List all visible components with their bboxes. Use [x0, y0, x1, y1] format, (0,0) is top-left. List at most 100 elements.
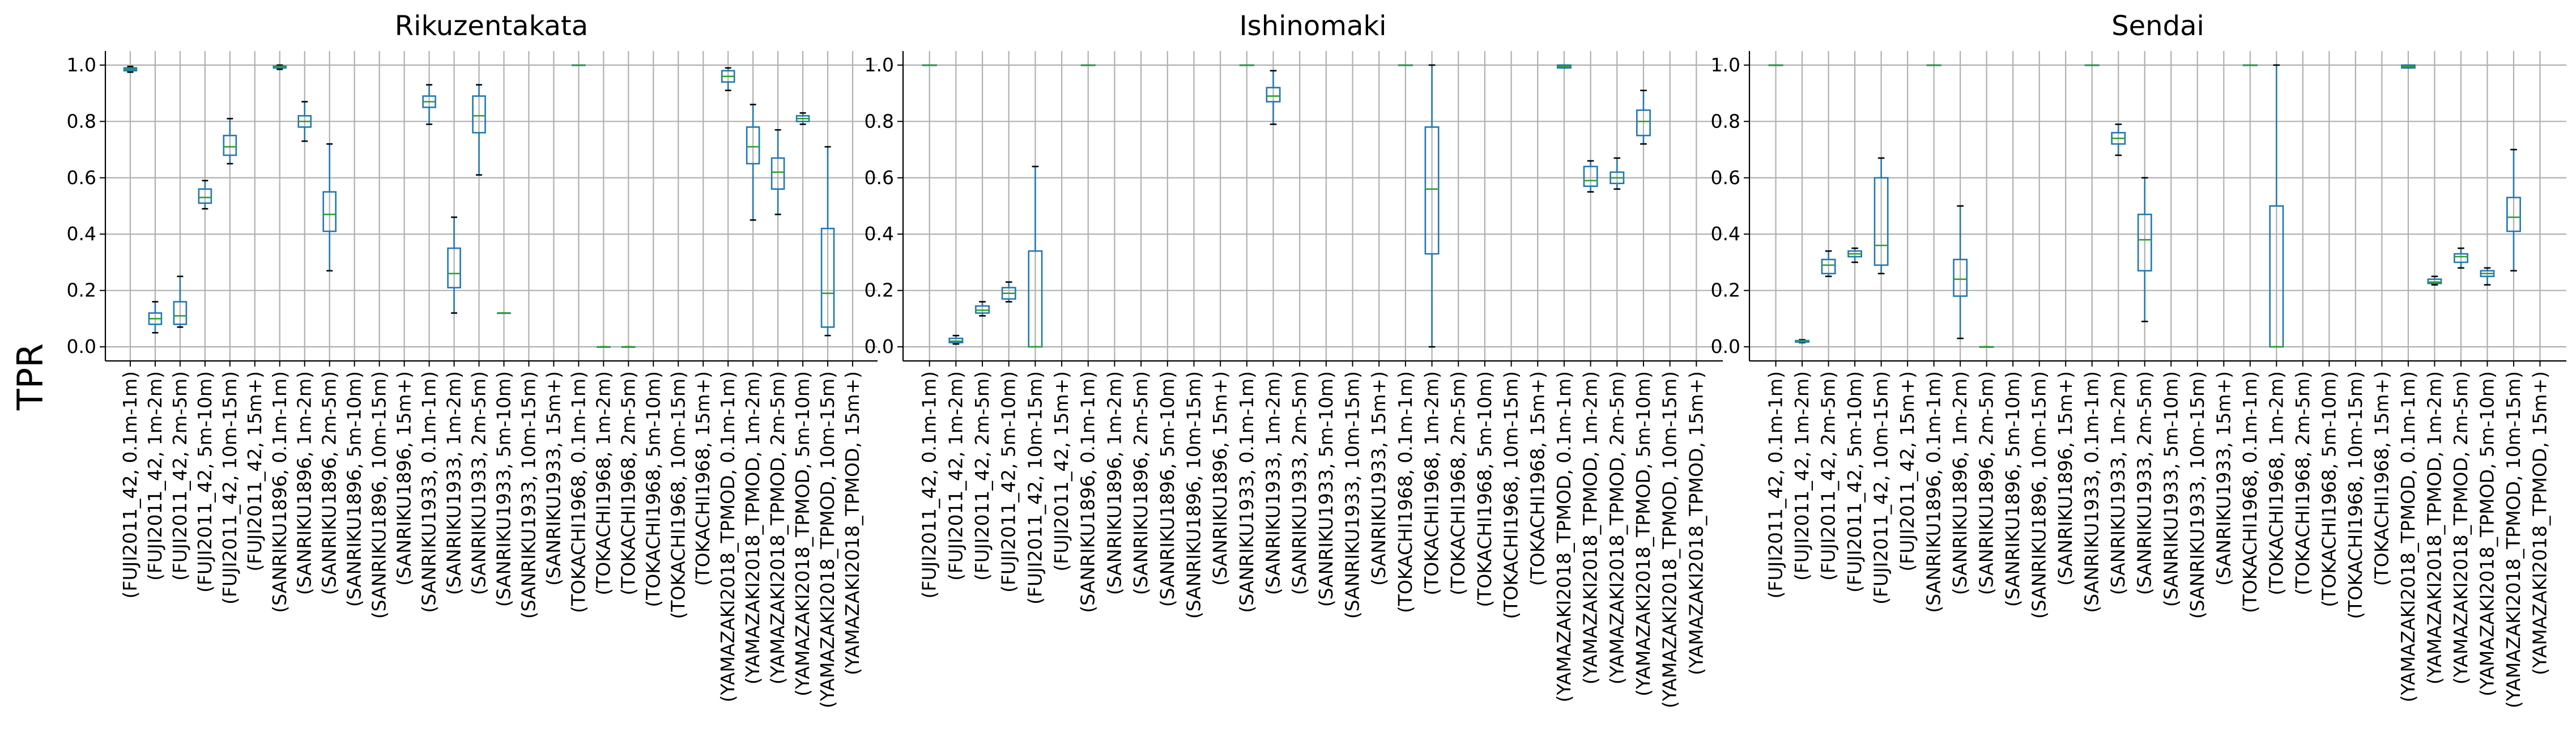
x-tick-label: (SANRIKU1933, 2m-5m) [468, 371, 490, 595]
x-tick-label: (YAMAZAKI2018_TPMOD, 15m+) [2528, 371, 2551, 675]
y-tick-label: 0.4 [1711, 223, 1740, 245]
x-tick-label: (YAMAZAKI2018_TPMOD, 15m+) [1685, 371, 1707, 675]
x-tick-label: (YAMAZAKI2018_TPMOD, 2m-5m) [1606, 371, 1628, 684]
box-plot [1926, 64, 1941, 66]
x-tick-label: (TOKACHI1968, 1m-2m) [1421, 371, 1443, 595]
x-tick-label: (SANRIKU1896, 5m-10m) [1156, 371, 1178, 607]
x-tick-label: (TOKACHI1968, 15m+) [1526, 371, 1548, 586]
x-tick-label: (TOKACHI1968, 2m-5m) [2292, 371, 2314, 595]
x-tick-label: (SANRIKU1933, 5m-10m) [2160, 371, 2182, 607]
iqr-box [2454, 253, 2468, 263]
iqr-box [322, 191, 337, 232]
box-plot [1239, 64, 1254, 66]
box-plot [1028, 165, 1043, 348]
x-tick-label: (SANRIKU1896, 15m+) [2054, 371, 2076, 586]
x-tick-label: (FUJI2011_42, 15m+) [244, 371, 266, 572]
x-tick-label: (SANRIKU1933, 0.1m-1m) [418, 371, 440, 613]
x-tick-label: (SANRIKU1896, 15m+) [1209, 371, 1231, 586]
box-plot [2427, 275, 2442, 286]
box-plot [975, 301, 990, 317]
box-plot [922, 64, 937, 66]
y-tick-label: 0.8 [67, 110, 96, 132]
y-tick-label: 0.8 [1711, 110, 1740, 132]
x-tick-label: (SANRIKU1896, 2m-5m) [318, 371, 340, 595]
box-plot [422, 84, 436, 125]
box-plot [1080, 64, 1096, 66]
box-plot [770, 129, 785, 215]
box-plot [1874, 157, 1889, 275]
x-tick-label: (TOKACHI1968, 10m-15m) [2344, 371, 2366, 619]
box-plot [948, 334, 964, 345]
box-plot [1001, 281, 1016, 303]
x-tick-label: (TOKACHI1968, 15m+) [692, 371, 714, 586]
panel-title: Ishinomaki [1239, 10, 1386, 42]
x-tick-label: (SANRIKU1933, 0.1m-1m) [2081, 371, 2103, 613]
x-tick-label: (FUJI2011_42, 15m+) [1050, 371, 1072, 572]
iqr-box [472, 95, 486, 134]
iqr-box [2506, 197, 2521, 232]
x-tick-label: (YAMAZAKI2018_TPMOD, 1m-2m) [2423, 371, 2445, 684]
box-plot [1821, 250, 1836, 278]
box-plot [746, 104, 760, 221]
box-plot [173, 275, 188, 328]
y-tick-label: 0.0 [67, 335, 96, 358]
x-tick-label: (SANRIKU1896, 15m+) [393, 371, 415, 586]
box-plot [1768, 64, 1783, 66]
box-plot [1556, 64, 1572, 69]
box-plot [1636, 90, 1651, 145]
x-tick-label: (TOKACHI1968, 5m-10m) [2318, 371, 2340, 607]
x-tick-label: (YAMAZAKI2018_TPMOD, 0.1m-1m) [2397, 371, 2419, 703]
x-tick-label: (SANRIKU1896, 10m-15m) [2028, 371, 2050, 619]
x-tick-label: (TOKACHI1968, 5m-10m) [642, 371, 664, 607]
x-tick-label: (YAMAZAKI2018_TPMOD, 10m-15m) [2502, 371, 2524, 708]
box-plot [2137, 177, 2152, 322]
y-tick-label: 0.2 [67, 279, 96, 301]
iqr-box [223, 134, 237, 156]
y-tick-label: 0.8 [865, 110, 894, 132]
x-tick-label: (YAMAZAKI2018_TPMOD, 1m-2m) [742, 371, 764, 684]
box-plot [297, 101, 312, 142]
box-plot [2242, 64, 2258, 66]
box-plot [2454, 247, 2468, 269]
x-tick-label: (SANRIKU1896, 0.1m-1m) [269, 371, 291, 613]
box-plot [223, 118, 237, 165]
iqr-box [447, 247, 461, 289]
panel-title: Sendai [2111, 10, 2204, 42]
panel-2: Sendai 0.0 0.2 0.4 0.6 0.8 1.0 (FUJI2011_42, 0.… [1711, 10, 2566, 708]
x-tick-label: (FUJI2011_42, 15m+) [1896, 371, 1918, 572]
iqr-box [1424, 126, 1440, 255]
box-plot [472, 84, 486, 176]
box-plot [198, 180, 212, 210]
x-tick-label: (SANRIKU1933, 10m-15m) [517, 371, 539, 619]
box-plot [2506, 148, 2521, 272]
x-tick-label: (TOKACHI1968, 15m+) [2370, 371, 2392, 586]
x-tick-label: (FUJI2011_42, 0.1m-1m) [1765, 371, 1787, 598]
box-plot [2084, 64, 2100, 66]
x-tick-label: (TOKACHI1968, 0.1m-1m) [567, 371, 589, 613]
x-tick-label: (SANRIKU1896, 5m-10m) [2002, 371, 2024, 607]
iqr-box [1266, 87, 1281, 103]
x-tick-label: (SANRIKU1933, 0.1m-1m) [1236, 371, 1258, 613]
x-tick-label: (FUJI2011_42, 1m-2m) [144, 371, 166, 581]
y-tick-label: 1.0 [67, 54, 96, 76]
box-plot [2269, 64, 2284, 348]
box-plot [2480, 267, 2495, 286]
x-tick-label: (SANRIKU1933, 1m-2m) [1262, 371, 1284, 595]
x-tick-label: (FUJI2011_42, 10m-15m) [219, 371, 241, 605]
y-axis-label: TPR [10, 343, 51, 411]
box-plot [322, 143, 337, 272]
x-tick-label: (FUJI2011_42, 1m-2m) [1791, 371, 1813, 581]
x-tick-label: (SANRIKU1896, 1m-2m) [293, 371, 316, 595]
iqr-box [173, 301, 188, 325]
y-tick-label: 0.6 [1711, 167, 1740, 189]
y-tick-label: 0.0 [865, 335, 894, 358]
box-plot [1424, 64, 1440, 348]
x-tick-label: (YAMAZAKI2018_TPMOD, 0.1m-1m) [717, 371, 739, 703]
y-tick-label: 1.0 [1711, 54, 1740, 76]
x-tick-label: (SANRIKU1933, 10m-15m) [2186, 371, 2208, 619]
panel-1: Ishinomaki 0.0 0.2 0.4 0.6 0.8 1.0 (FUJI2011_42… [865, 10, 1723, 708]
x-tick-label: (SANRIKU1896, 10m-15m) [368, 371, 390, 619]
x-tick-label: (YAMAZAKI2018_TPMOD, 10m-15m) [816, 371, 838, 708]
x-tick-label: (SANRIKU1896, 5m-10m) [343, 371, 365, 607]
y-tick-label: 0.4 [865, 223, 894, 245]
